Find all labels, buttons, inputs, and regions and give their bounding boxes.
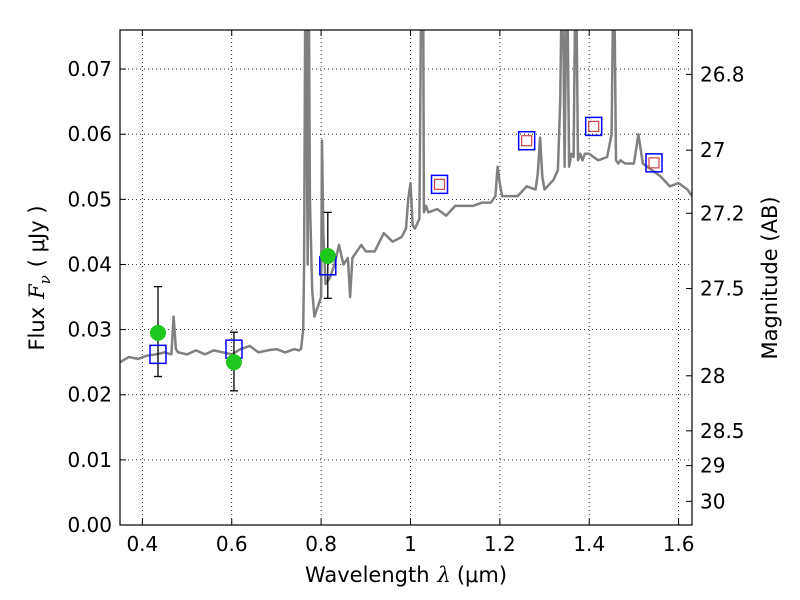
grid-lines xyxy=(120,30,692,526)
x-tick-label: 0.6 xyxy=(216,532,248,556)
y2-tick-label: 28.5 xyxy=(700,419,745,443)
axes-frame xyxy=(119,29,693,526)
y-axis-label-text: Flux xyxy=(25,307,49,351)
y-tick-label: 0.04 xyxy=(67,252,112,276)
x-axis-label-text: Wavelength xyxy=(305,563,430,587)
x-tick-label: 1 xyxy=(404,532,417,556)
x-axis-ticks: 0.4 0.6 0.8 1 1.2 1.4 1.6 xyxy=(126,30,695,556)
model-photometry-square xyxy=(517,130,536,151)
red-square-markers xyxy=(433,120,660,190)
y2-tick-label: 30 xyxy=(700,489,725,513)
x-tick-label: 1.6 xyxy=(663,532,695,556)
y2-tick-label: 27.5 xyxy=(700,277,745,301)
y2-tick-label: 26.8 xyxy=(700,62,745,86)
red-square-marker xyxy=(648,157,660,169)
x-tick-label: 1.4 xyxy=(573,532,605,556)
y-axis-label-symbol: F xyxy=(25,283,49,300)
observed-photometry-series xyxy=(149,248,336,371)
y2-tick-label: 27.2 xyxy=(700,201,745,225)
y-tick-label: 0.01 xyxy=(67,448,112,472)
y2-axis-label: Magnitude (AB) xyxy=(758,196,782,359)
y-tick-label: 0.02 xyxy=(67,383,112,407)
model-photometry-square xyxy=(149,344,167,365)
model-spectrum-line xyxy=(120,30,692,364)
x-tick-label: 0.4 xyxy=(126,532,158,556)
red-square-marker xyxy=(433,178,446,190)
y-tick-label: 0.06 xyxy=(67,122,112,146)
observed-point xyxy=(319,248,336,265)
x-axis-label: Wavelength λ (μm) xyxy=(305,563,507,587)
y-tick-label: 0.07 xyxy=(67,57,112,81)
y-axis-label: Flux Fν ( μJy ) xyxy=(25,205,54,350)
x-tick-label: 1.2 xyxy=(484,532,516,556)
red-square-marker xyxy=(588,120,600,132)
model-spectrum-series xyxy=(120,30,692,364)
y-axis-label-subscript: ν xyxy=(36,275,54,284)
red-square-marker xyxy=(521,135,533,147)
x-tick-label: 0.8 xyxy=(305,532,337,556)
y2-tick-label: 29 xyxy=(700,454,725,478)
model-photometry-square xyxy=(645,153,663,173)
x-axis-label-unit: (μm) xyxy=(457,563,507,587)
observed-point xyxy=(149,324,166,341)
y2-axis-ticks: 26.8 27 27.2 27.5 28 28.5 29 30 xyxy=(686,62,745,513)
y-axis-label-unit: ( μJy ) xyxy=(25,205,49,267)
y-tick-label: 0.05 xyxy=(67,187,112,211)
x-axis-label-symbol: λ xyxy=(437,563,451,587)
y-axis-ticks: 0.00 0.01 0.02 0.03 0.04 0.05 0.06 0.07 xyxy=(67,57,126,537)
observed-point xyxy=(225,354,242,371)
plot-area xyxy=(120,30,692,392)
model-photometry-square xyxy=(584,116,603,137)
y2-tick-label: 28 xyxy=(700,364,725,388)
y2-tick-label: 27 xyxy=(700,138,725,162)
model-photometry-square xyxy=(430,174,449,195)
y-tick-label: 0.00 xyxy=(67,513,112,537)
y-tick-label: 0.03 xyxy=(67,318,112,342)
